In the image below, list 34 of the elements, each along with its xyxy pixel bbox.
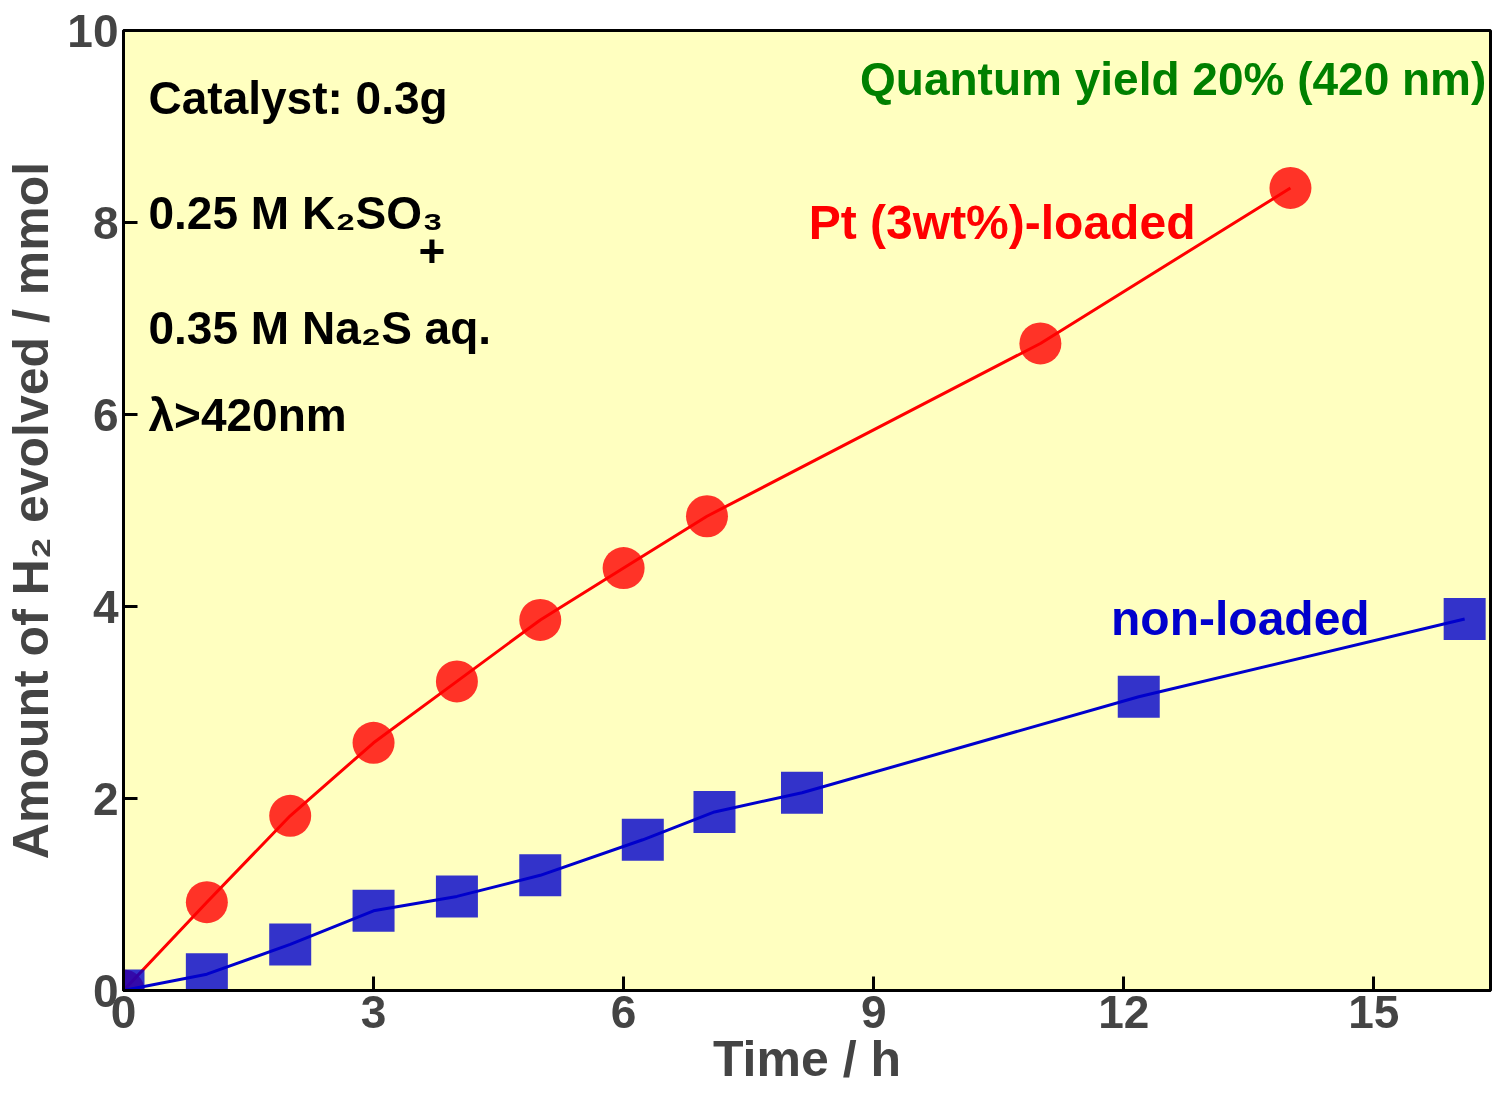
x-tick-label: 12 [1098, 985, 1150, 1038]
annotation: Catalyst: 0.3g [148, 71, 448, 124]
annotation: 0.35 M Na₂S aq. [148, 302, 492, 355]
point [1019, 322, 1062, 365]
point [269, 923, 312, 966]
point [1443, 597, 1486, 640]
annotation: λ>420nm [148, 388, 347, 441]
point [781, 771, 823, 814]
point [1117, 675, 1160, 718]
point [519, 598, 562, 641]
point [685, 495, 728, 538]
y-tick-label: 4 [92, 580, 119, 633]
point [693, 790, 736, 833]
x-tick-label: 15 [1348, 985, 1400, 1038]
series-label: Pt (3wt%)-loaded [808, 196, 1196, 250]
y-tick-label: 6 [92, 388, 119, 441]
point [352, 889, 395, 932]
point [1269, 166, 1312, 209]
point [621, 818, 664, 861]
point [352, 721, 395, 764]
y-tick-label: 10 [67, 4, 119, 57]
y-tick-label: 8 [92, 196, 119, 249]
point [519, 854, 562, 897]
point [435, 875, 478, 918]
point [269, 794, 312, 837]
x-tick-label: 6 [610, 985, 637, 1038]
point [185, 881, 228, 924]
series-label: non-loaded [1111, 592, 1370, 646]
x-tick-label: 3 [360, 985, 387, 1038]
annotation: Quantum yield 20% (420 nm) [860, 52, 1487, 105]
y-tick-label: 2 [92, 772, 119, 825]
point [602, 547, 645, 590]
y-axis-title: Amount of H₂ evolved / mmol [3, 161, 60, 860]
point [435, 660, 478, 703]
